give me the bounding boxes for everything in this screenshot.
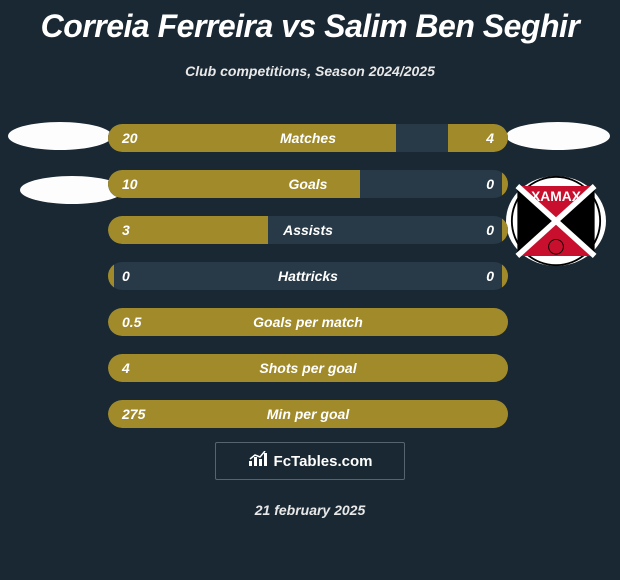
xamax-text: XAMAX <box>531 189 582 204</box>
player-left-badge-1 <box>8 122 112 150</box>
stat-row: 0Hattricks0 <box>108 262 508 290</box>
stat-row: 4Shots per goal <box>108 354 508 382</box>
stat-value-right: 0 <box>486 170 494 198</box>
stat-row: 20Matches4 <box>108 124 508 152</box>
stat-value-right: 0 <box>486 216 494 244</box>
stat-row: 0.5Goals per match <box>108 308 508 336</box>
player-right-badge-1 <box>506 122 610 150</box>
stat-row: 275Min per goal <box>108 400 508 428</box>
stat-label: Matches <box>108 124 508 152</box>
stat-rows-container: 20Matches410Goals03Assists00Hattricks00.… <box>108 124 508 446</box>
stat-label: Goals <box>108 170 508 198</box>
stat-row: 3Assists0 <box>108 216 508 244</box>
xamax-logo-icon: XAMAX <box>510 175 602 267</box>
stat-label: Shots per goal <box>108 354 508 382</box>
club-logo-right: XAMAX <box>506 176 606 266</box>
stat-label: Hattricks <box>108 262 508 290</box>
stat-label: Goals per match <box>108 308 508 336</box>
stat-value-right: 0 <box>486 262 494 290</box>
fctables-icon <box>248 451 268 471</box>
stat-label: Assists <box>108 216 508 244</box>
stat-row: 10Goals0 <box>108 170 508 198</box>
stat-label: Min per goal <box>108 400 508 428</box>
date-label: 21 february 2025 <box>0 502 620 518</box>
stat-value-right: 4 <box>486 124 494 152</box>
fctables-badge[interactable]: FcTables.com <box>215 442 405 480</box>
page-title: Correia Ferreira vs Salim Ben Seghir <box>0 0 620 45</box>
fctables-label: FcTables.com <box>274 453 373 470</box>
subtitle: Club competitions, Season 2024/2025 <box>0 63 620 79</box>
